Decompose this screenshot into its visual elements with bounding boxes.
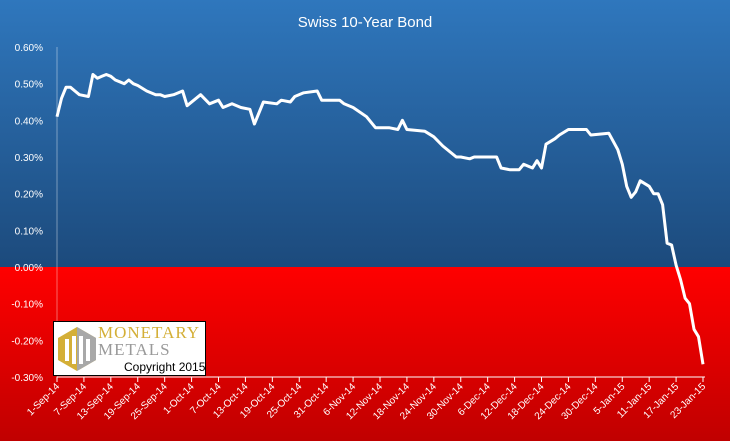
logo-text-monetary: Monetary: [98, 323, 201, 342]
y-tick-label: 0.20%: [15, 190, 43, 201]
positive-background: [0, 0, 730, 267]
chart-title: Swiss 10-Year Bond: [298, 14, 433, 31]
copyright-text: Copyright 2015: [124, 360, 206, 374]
logo-text-metals: Metals: [98, 340, 171, 359]
series-line: [55, 73, 705, 365]
logo-mark-icon: [58, 327, 96, 371]
y-tick-label: -0.30%: [11, 373, 43, 384]
y-tick-label: 0.50%: [15, 80, 43, 91]
monetary-metals-logo: Monetary Metals Copyright 2015: [53, 321, 206, 376]
y-tick-label: -0.10%: [11, 300, 43, 311]
y-tick-label: 0.00%: [15, 263, 43, 274]
y-tick-label: 0.10%: [15, 226, 43, 237]
y-tick-label: -0.20%: [11, 336, 43, 347]
y-tick-label: 0.60%: [15, 43, 43, 54]
y-tick-label: 0.30%: [15, 153, 43, 164]
data-points: [56, 74, 704, 365]
y-tick-label: 0.40%: [15, 116, 43, 127]
